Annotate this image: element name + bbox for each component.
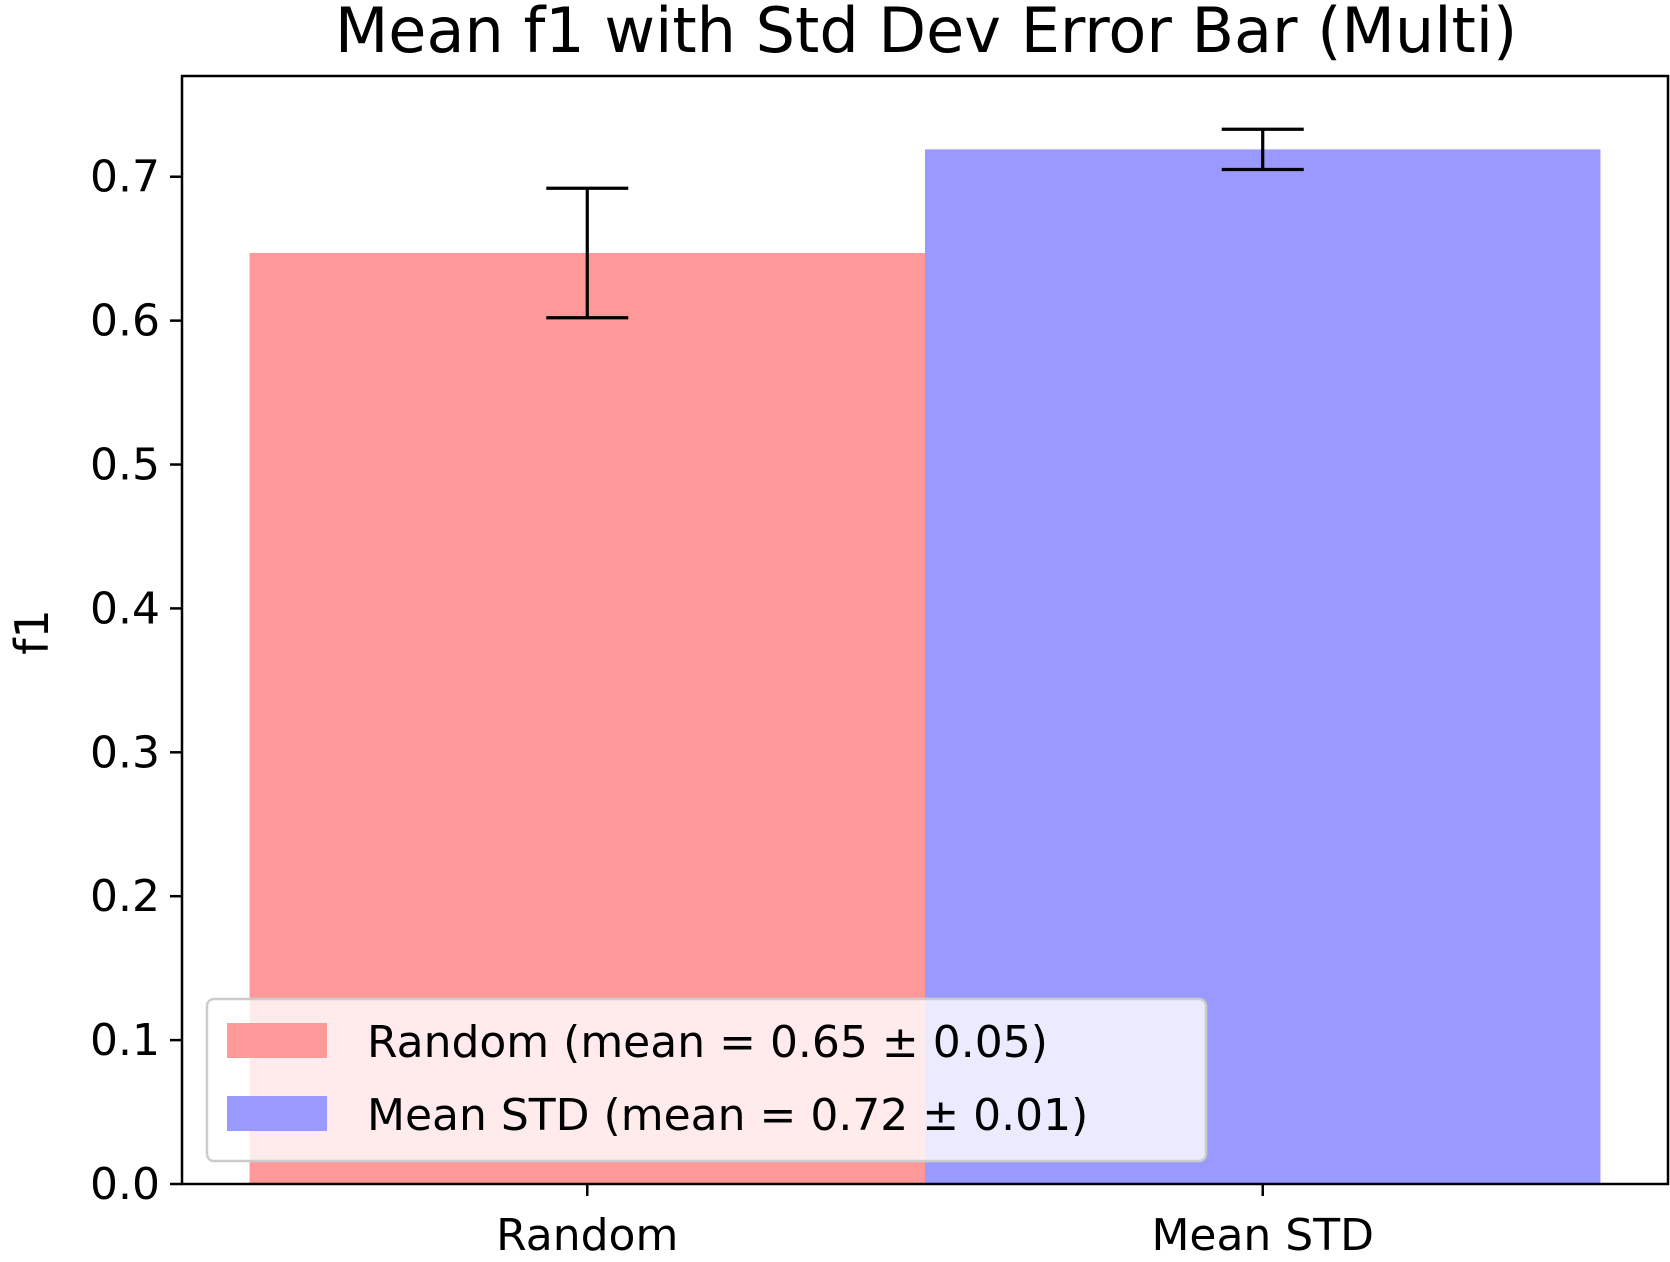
x-axis-ticks: Random Mean STD bbox=[496, 1184, 1374, 1261]
y-tick-label: 0.3 bbox=[90, 727, 160, 778]
error-bar-random bbox=[546, 186, 629, 320]
x-tick-label: Random bbox=[496, 1210, 678, 1261]
y-tick-label: 0.1 bbox=[90, 1015, 160, 1066]
y-axis-ticks: 0.0 0.1 0.2 0.3 0.4 0.5 0.6 0.7 bbox=[90, 152, 182, 1210]
y-tick-label: 0.7 bbox=[90, 152, 160, 203]
legend-swatch bbox=[227, 1096, 327, 1131]
legend: Random (mean = 0.65 ± 0.05) Mean STD (mea… bbox=[205, 997, 1208, 1163]
chart-title: Mean f1 with Std Dev Error Bar (Multi) bbox=[335, 0, 1517, 67]
y-tick-label: 0.4 bbox=[90, 583, 160, 634]
plot-frame bbox=[180, 74, 1670, 1186]
y-tick-label: 0.5 bbox=[90, 440, 160, 491]
y-tick-label: 0.2 bbox=[90, 871, 160, 922]
y-tick-label: 0.0 bbox=[90, 1159, 160, 1210]
legend-label: Mean STD (mean = 0.72 ± 0.01) bbox=[367, 1090, 1088, 1141]
legend-swatch bbox=[227, 1023, 327, 1058]
legend-box bbox=[205, 997, 1208, 1163]
legend-label: Random (mean = 0.65 ± 0.05) bbox=[367, 1017, 1048, 1068]
y-tick-label: 0.6 bbox=[90, 296, 160, 347]
error-bar-mean-std bbox=[1221, 127, 1304, 172]
x-tick-label: Mean STD bbox=[1151, 1210, 1374, 1261]
error-bars-group bbox=[546, 127, 1304, 320]
y-axis-label: f1 bbox=[5, 609, 59, 654]
